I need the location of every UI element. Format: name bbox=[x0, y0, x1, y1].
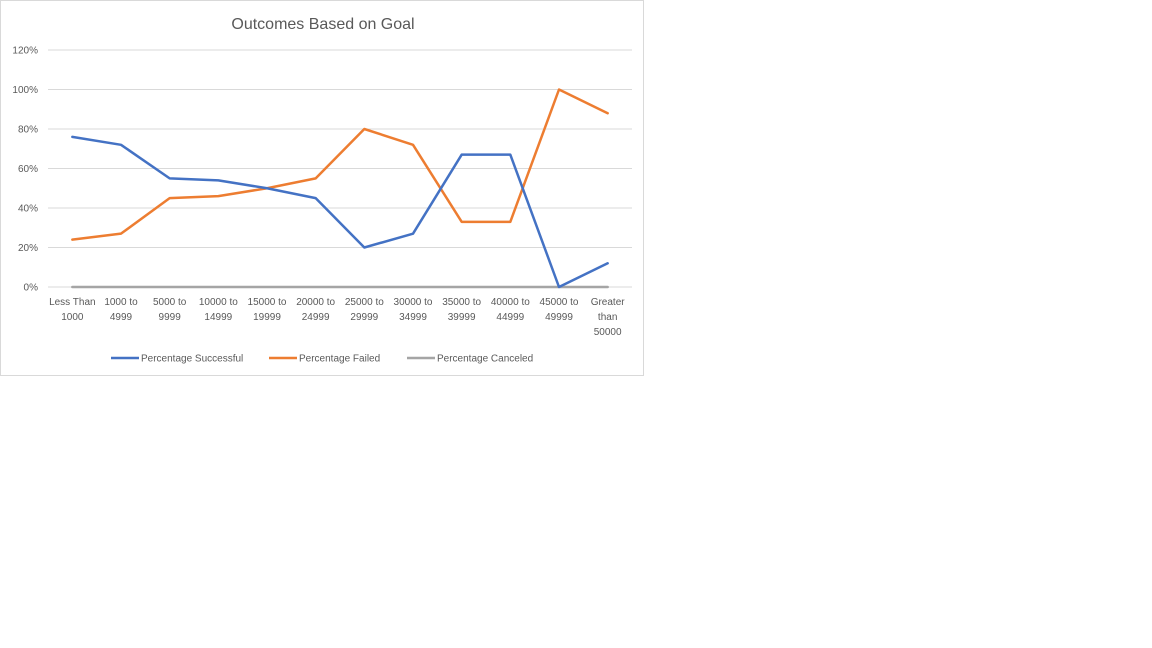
x-tick-label: 10000 to 14999 bbox=[199, 297, 238, 323]
x-tick-label: 1000 to 4999 bbox=[104, 297, 138, 323]
legend: Percentage Successful Percentage Failed Pe… bbox=[111, 354, 533, 365]
y-tick-label: 40% bbox=[18, 204, 38, 215]
x-tick-label: 35000 to 39999 bbox=[442, 297, 481, 323]
y-tick-label: 80% bbox=[18, 125, 38, 136]
line-chart: Outcomes Based on Goal 0% 20% 40% 60% 80% 100… bbox=[12, 16, 632, 365]
x-tick-label: 40000 to 44999 bbox=[491, 297, 530, 323]
series-lines bbox=[71, 88, 609, 289]
legend-label: Percentage Successful bbox=[141, 354, 243, 365]
series-line-percentage-successful bbox=[71, 135, 609, 289]
chart-title: Outcomes Based on Goal bbox=[231, 16, 414, 33]
x-tick-label: Greater than 50000 bbox=[591, 297, 626, 338]
y-tick-label: 100% bbox=[12, 85, 38, 96]
y-tick-label: 0% bbox=[24, 283, 39, 294]
legend-label: Percentage Failed bbox=[299, 354, 380, 365]
x-tick-label: 30000 to 34999 bbox=[394, 297, 433, 323]
chart-container: Outcomes Based on Goal 0% 20% 40% 60% 80% 100… bbox=[0, 0, 644, 376]
y-tick-label: 120% bbox=[12, 46, 38, 57]
gridlines bbox=[48, 49, 632, 288]
y-tick-label: 60% bbox=[18, 164, 38, 175]
x-tick-label: Less Than 1000 bbox=[49, 297, 96, 323]
x-tick-label: 20000 to 24999 bbox=[296, 297, 335, 323]
x-tick-label: 45000 to 49999 bbox=[540, 297, 579, 323]
x-tick-label: 15000 to 19999 bbox=[248, 297, 287, 323]
axis-labels: 0% 20% 40% 60% 80% 100% 120% Less Than 1000 1000 … bbox=[12, 46, 625, 339]
x-tick-label: 5000 to 9999 bbox=[153, 297, 187, 323]
series-line-percentage-failed bbox=[71, 88, 609, 241]
legend-label: Percentage Canceled bbox=[437, 354, 533, 365]
x-tick-label: 25000 to 29999 bbox=[345, 297, 384, 323]
y-tick-label: 20% bbox=[18, 243, 38, 254]
